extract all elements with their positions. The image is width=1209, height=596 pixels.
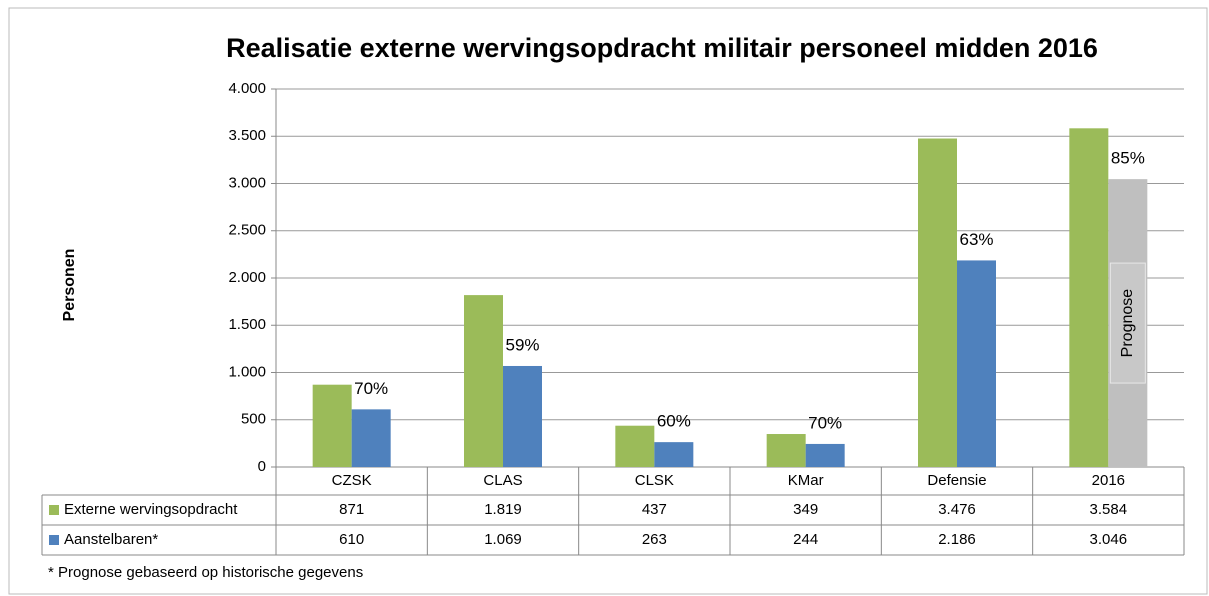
table-value: 3.046 [1090,531,1128,548]
bar [918,138,957,467]
percentage-label: 70% [354,379,388,398]
y-tick-label: 1.500 [228,316,266,333]
bar [503,365,542,467]
y-tick-label: 3.500 [228,127,266,144]
bar [312,384,352,467]
y-axis-label: Personen [61,249,78,322]
x-tick-label: CLSK [635,472,674,489]
chart-title: Realisatie externe wervingsopdracht mili… [226,33,1098,63]
table-value: 871 [339,501,364,518]
legend-swatch [49,535,59,545]
y-tick-label: 4.000 [228,80,266,97]
percentage-label: 70% [808,413,842,432]
table-value: 610 [339,531,364,548]
x-tick-label: CLAS [483,472,522,489]
bar [654,442,694,467]
footnote: * Prognose gebaseerd op historische gege… [48,564,363,581]
x-tick-label: CZSK [332,472,372,489]
percentage-label: 63% [959,230,993,249]
x-tick-label: KMar [788,472,824,489]
legend-swatch [49,505,59,515]
legend-label: Externe wervingsopdracht [64,501,238,518]
bar [464,295,503,467]
bar [615,425,655,467]
table-value: 437 [642,501,667,518]
y-tick-label: 3.000 [228,174,266,191]
percentage-label: 85% [1111,149,1145,168]
bar [351,409,391,467]
legend-label: Aanstelbaren* [64,531,158,548]
table-value: 244 [793,531,818,548]
bar [766,434,806,467]
x-tick-label: Defensie [927,472,986,489]
table-value: 3.476 [938,501,976,518]
y-tick-label: 0 [258,458,266,475]
percentage-label: 60% [657,412,691,431]
table-value: 349 [793,501,818,518]
table-value: 3.584 [1090,501,1128,518]
bar-note-box [1109,262,1146,384]
bar [957,260,996,467]
table-value: 263 [642,531,667,548]
bar [805,443,845,467]
bar-note: Prognose [1119,289,1136,358]
y-tick-label: 2.000 [228,269,266,286]
x-tick-label: 2016 [1092,472,1125,489]
y-tick-label: 2.500 [228,222,266,239]
percentage-label: 59% [505,335,539,354]
y-tick-label: 1.000 [228,363,266,380]
y-tick-label: 500 [241,411,266,428]
bar [1069,128,1109,467]
table-value: 1.069 [484,531,522,548]
table-value: 2.186 [938,531,976,548]
table-value: 1.819 [484,501,522,518]
chart-border [8,7,1208,595]
